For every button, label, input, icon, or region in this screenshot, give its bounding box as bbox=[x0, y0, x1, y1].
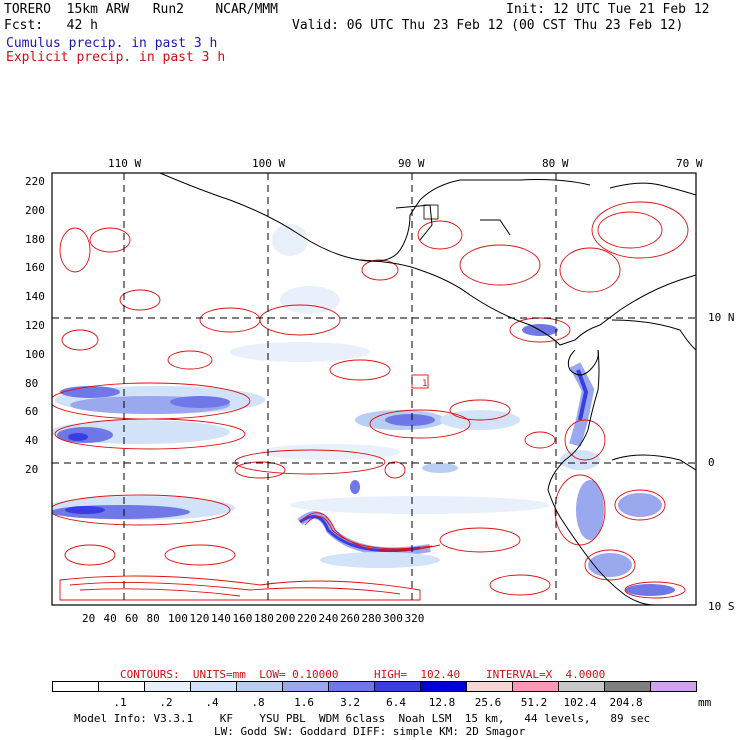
physics-info: LW: Godd SW: Goddard DIFF: simple KM: 2D… bbox=[214, 725, 526, 738]
y-tick-label: 60 bbox=[25, 405, 39, 419]
y-tick-label: 160 bbox=[25, 261, 45, 275]
lon-label: 80 W bbox=[542, 157, 569, 170]
colorbar-swatch bbox=[374, 681, 421, 692]
box-label: 1 bbox=[422, 379, 427, 389]
x-tick-label: 180 bbox=[254, 612, 274, 625]
x-tick-label: 140 bbox=[211, 612, 231, 625]
colorbar-label: .2 bbox=[159, 696, 173, 709]
x-tick-label: 160 bbox=[232, 612, 253, 625]
colorbar-swatch bbox=[52, 681, 99, 692]
y-tick-label: 200 bbox=[25, 203, 45, 217]
model-info: Model Info: V3.3.1 KF YSU PBL WDM 6class… bbox=[74, 712, 651, 725]
colorbar-swatch bbox=[466, 681, 513, 692]
x-tick-label: 300 bbox=[383, 612, 403, 625]
colorbar-label: 3.2 bbox=[340, 696, 360, 709]
y-tick-label: 140 bbox=[25, 290, 45, 304]
init-time: Init: 12 UTC Tue 21 Feb 12 bbox=[506, 2, 710, 17]
colorbar-swatch bbox=[650, 681, 697, 692]
lon-label: 110 W bbox=[108, 157, 142, 170]
x-tick-label: 240 bbox=[318, 612, 339, 625]
y-tick-label: 120 bbox=[25, 319, 45, 332]
colorbar-swatch bbox=[558, 681, 605, 692]
colorbar-label: 102.4 bbox=[563, 696, 597, 709]
colorbar-label: 6.4 bbox=[386, 696, 406, 709]
y-tick-label: 20 bbox=[25, 463, 39, 476]
colorbar-label: 51.2 bbox=[520, 696, 548, 709]
colorbar-label: 204.8 bbox=[609, 696, 643, 709]
y-tick-label: 40 bbox=[25, 434, 39, 448]
x-tick-label: 320 bbox=[404, 612, 425, 625]
latlon-grid bbox=[52, 173, 696, 605]
x-tick-label: 260 bbox=[340, 612, 360, 625]
x-tick-label: 20 bbox=[82, 612, 96, 625]
colorbar-swatch bbox=[420, 681, 467, 692]
plot-frame bbox=[51, 172, 697, 606]
colorbar-swatch bbox=[236, 681, 283, 692]
y-tick-label: 180 bbox=[25, 232, 45, 246]
lat-label: 0 bbox=[708, 456, 715, 469]
x-tick-label: 220 bbox=[297, 612, 317, 625]
colorbar-swatch bbox=[604, 681, 651, 692]
colorbar-unit: mm bbox=[698, 696, 712, 709]
x-tick-label: 80 bbox=[146, 612, 160, 625]
colorbar-label: .4 bbox=[205, 696, 219, 709]
lon-label: 70 W bbox=[676, 157, 703, 170]
colorbar-label: 1.6 bbox=[294, 696, 314, 709]
colorbar-swatch bbox=[328, 681, 375, 692]
colorbar-swatch bbox=[190, 681, 237, 692]
x-tick-label: 40 bbox=[103, 612, 117, 625]
forecast-hour: Fcst: 42 h bbox=[4, 18, 98, 33]
x-tick-label: 200 bbox=[275, 612, 296, 625]
colorbar-swatch bbox=[282, 681, 329, 692]
colorbar-swatch bbox=[144, 681, 191, 692]
explicit-precip-contours bbox=[52, 201, 689, 601]
valid-time: Valid: 06 UTC Thu 23 Feb 12 (00 CST Thu … bbox=[292, 18, 684, 33]
lon-label: 90 W bbox=[398, 157, 425, 170]
colorbar-label: 25.6 bbox=[474, 696, 502, 709]
y-tick-label: 80 bbox=[25, 376, 39, 390]
colorbar-swatch bbox=[98, 681, 145, 692]
contours-high: HIGH= 102.40 bbox=[374, 668, 461, 681]
x-tick-label: 100 bbox=[168, 612, 188, 625]
contours-units: CONTOURS: UNITS=mm LOW= 0.10000 bbox=[120, 668, 339, 681]
x-tick-label: 60 bbox=[125, 612, 139, 625]
x-tick-label: 120 bbox=[189, 612, 210, 625]
y-tick-label: 220 bbox=[25, 175, 45, 188]
lat-label: 10 S bbox=[708, 600, 735, 613]
explicit-legend: Explicit precip. in past 3 h bbox=[6, 50, 226, 65]
cumulus-legend: Cumulus precip. in past 3 h bbox=[6, 36, 218, 51]
lat-label: 10 N bbox=[708, 311, 735, 324]
model-title: TORERO 15km ARW Run2 NCAR/MMM bbox=[4, 2, 278, 17]
colorbar-label: .8 bbox=[251, 696, 265, 709]
y-tick-label: 100 bbox=[25, 347, 45, 361]
coastlines bbox=[159, 173, 696, 605]
colorbar-label: 12.8 bbox=[428, 696, 456, 709]
contours-interval: INTERVAL=X 4.0000 bbox=[486, 668, 606, 681]
colorbar-label: .1 bbox=[113, 696, 127, 709]
x-tick-label: 280 bbox=[361, 612, 382, 625]
colorbar-swatch bbox=[512, 681, 559, 692]
lon-label: 100 W bbox=[252, 157, 286, 170]
